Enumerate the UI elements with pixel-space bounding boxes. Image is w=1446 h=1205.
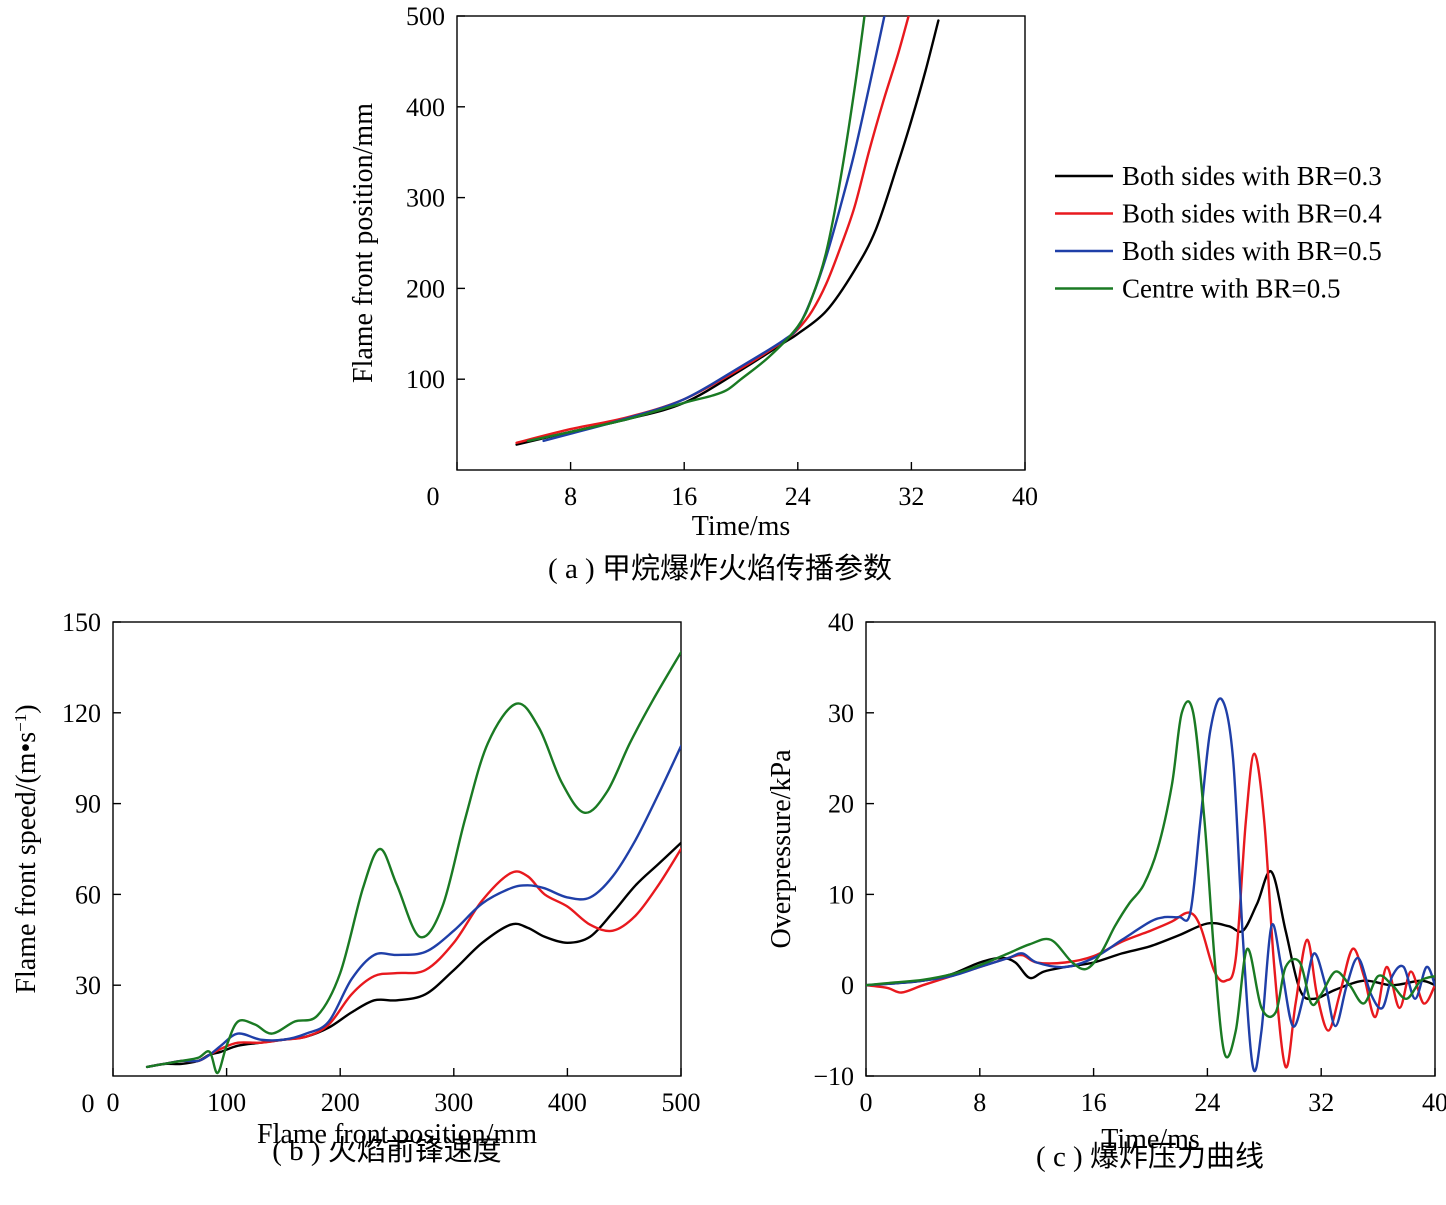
y-axis-label-main: Flame front speed/(m•s bbox=[11, 732, 42, 994]
x-tick-label: 400 bbox=[548, 1088, 587, 1117]
y-tick-label: 300 bbox=[406, 184, 445, 213]
x-tick-label: 24 bbox=[1194, 1088, 1220, 1117]
legend-entry: Both sides with BR=0.4 bbox=[1122, 199, 1382, 229]
legend-entry: Both sides with BR=0.3 bbox=[1122, 161, 1382, 191]
x-tick-label: 300 bbox=[434, 1088, 473, 1117]
x-tick-label: 200 bbox=[321, 1088, 360, 1117]
series-line-green bbox=[866, 700, 1435, 1059]
y-tick-label: 200 bbox=[406, 274, 445, 303]
y-tick-label: 500 bbox=[406, 2, 445, 31]
x-tick-label: 8 bbox=[973, 1088, 986, 1117]
panel-caption: ( b ) 火焰前锋速度 bbox=[272, 1134, 502, 1167]
y-axis-label: Flame front speed/(m•s−1) bbox=[11, 704, 43, 993]
y-tick-label: −10 bbox=[813, 1062, 854, 1091]
x-tick-label: 16 bbox=[1081, 1088, 1107, 1117]
y-tick-label: 60 bbox=[75, 880, 101, 909]
x-tick-label: 32 bbox=[898, 482, 924, 511]
panel-b-flame-speed-chart: 0 100 200 300 400 500 30 60 90 120 150 0 Flame front… bbox=[11, 608, 701, 1167]
panel-caption: ( a ) 甲烷爆炸火焰传播参数 bbox=[548, 552, 892, 585]
plot-frame-c bbox=[865, 621, 1436, 1077]
legend: Both sides with BR=0.3 Both sides with BR… bbox=[1055, 161, 1382, 304]
panel-c-overpressure-chart: 0 8 16 24 32 40−10010203040Time/msOverpressur… bbox=[766, 608, 1446, 1173]
series-line-green bbox=[145, 651, 681, 1075]
series-line-green bbox=[526, 16, 866, 443]
x-axis-label: Flame front position/mm bbox=[257, 1119, 537, 1150]
y-tick-label: 100 bbox=[406, 365, 445, 394]
series-line-red bbox=[866, 752, 1435, 1069]
x-tick-label: 32 bbox=[1308, 1088, 1334, 1117]
y-tick-label: 20 bbox=[828, 790, 854, 819]
y-axis-label-close: ) bbox=[11, 704, 42, 713]
x-tick-label: 40 bbox=[1422, 1088, 1446, 1117]
x-tick-label: 500 bbox=[662, 1088, 701, 1117]
x-tick-label: 40 bbox=[1012, 482, 1038, 511]
origin-label: 0 bbox=[82, 1089, 95, 1118]
y-tick-label: 10 bbox=[828, 880, 854, 909]
y-axis-label-exponent: −1 bbox=[11, 714, 30, 732]
y-tick-label: 40 bbox=[828, 608, 854, 637]
x-axis-label: Time/ms bbox=[692, 511, 791, 542]
x-tick-label: 0 bbox=[107, 1088, 120, 1117]
y-axis-label: Overpressure/kPa bbox=[766, 749, 797, 949]
x-tick-label: 24 bbox=[785, 482, 811, 511]
series-line-blue bbox=[866, 697, 1435, 1073]
y-tick-label: 30 bbox=[828, 699, 854, 728]
legend-entry: Centre with BR=0.5 bbox=[1122, 274, 1340, 304]
x-tick-label: 0 bbox=[427, 482, 440, 511]
x-axis-label: Time/ms bbox=[1101, 1124, 1200, 1155]
legend-entry: Both sides with BR=0.5 bbox=[1122, 236, 1382, 266]
series-line-blue bbox=[145, 744, 681, 1069]
y-tick-label: 150 bbox=[62, 608, 101, 637]
y-tick-label: 30 bbox=[75, 971, 101, 1000]
plot-frame-b bbox=[112, 621, 682, 1077]
plot-frame-a bbox=[456, 15, 1026, 471]
series-line-red bbox=[515, 16, 910, 444]
y-tick-label: 400 bbox=[406, 93, 445, 122]
y-tick-label: 0 bbox=[841, 971, 854, 1000]
x-tick-label: 0 bbox=[860, 1088, 873, 1117]
series-line-black bbox=[515, 19, 940, 446]
x-tick-label: 100 bbox=[207, 1088, 246, 1117]
y-tick-label: 120 bbox=[62, 699, 101, 728]
panel-a-flame-position-chart: 0 8 16 24 32 40 100 200 300 400 500 Time/ms Flame fr… bbox=[348, 2, 1382, 585]
y-axis-label: Flame front position/mm bbox=[348, 103, 379, 383]
x-tick-label: 8 bbox=[564, 482, 577, 511]
panel-caption: ( c ) 爆炸压力曲线 bbox=[1036, 1140, 1264, 1173]
y-tick-label: 90 bbox=[75, 790, 101, 819]
series-line-blue bbox=[542, 16, 886, 443]
series-line-red bbox=[145, 847, 681, 1069]
x-tick-label: 16 bbox=[671, 482, 697, 511]
